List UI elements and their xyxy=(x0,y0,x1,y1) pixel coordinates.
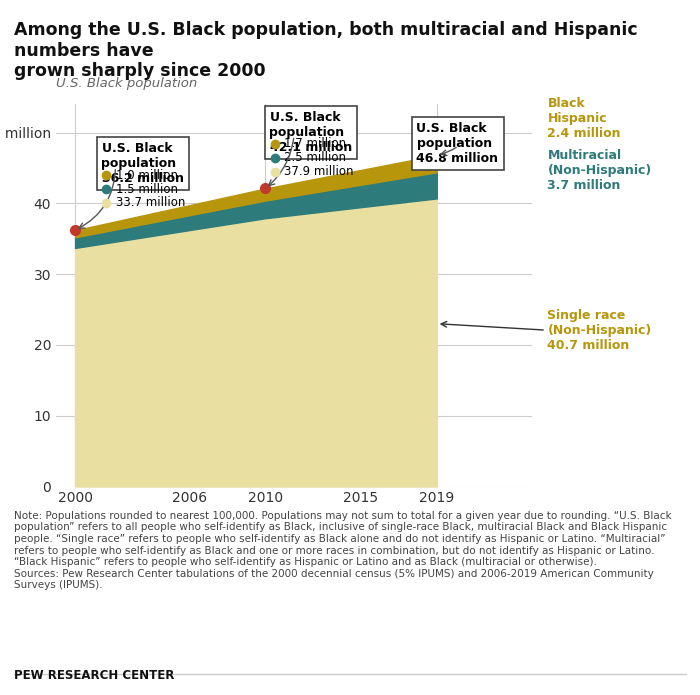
Text: 33.7 million: 33.7 million xyxy=(116,197,185,209)
Text: U.S. Black population: U.S. Black population xyxy=(56,77,197,90)
Text: 1.7 million: 1.7 million xyxy=(284,138,346,150)
Text: Among the U.S. Black population, both multiracial and Hispanic numbers have
grow: Among the U.S. Black population, both mu… xyxy=(14,21,638,81)
Text: U.S. Black
population
46.8 million: U.S. Black population 46.8 million xyxy=(416,122,498,165)
Text: Multiracial
(Non-Hispanic)
3.7 million: Multiracial (Non-Hispanic) 3.7 million xyxy=(547,149,652,192)
Text: U.S. Black
population
42.1 million: U.S. Black population 42.1 million xyxy=(270,111,351,154)
Text: 37.9 million: 37.9 million xyxy=(284,165,354,178)
Text: Single race
(Non-Hispanic)
40.7 million: Single race (Non-Hispanic) 40.7 million xyxy=(547,309,652,352)
Text: 1.0 million: 1.0 million xyxy=(116,169,178,181)
Text: Black
Hispanic
2.4 million: Black Hispanic 2.4 million xyxy=(547,97,621,140)
Text: PEW RESEARCH CENTER: PEW RESEARCH CENTER xyxy=(14,669,174,682)
Text: 2.5 million: 2.5 million xyxy=(284,152,346,164)
Text: 1.5 million: 1.5 million xyxy=(116,183,178,195)
Text: U.S. Black
population
36.2 million: U.S. Black population 36.2 million xyxy=(102,142,183,186)
Text: Note: Populations rounded to nearest 100,000. Populations may not sum to total f: Note: Populations rounded to nearest 100… xyxy=(14,511,671,591)
